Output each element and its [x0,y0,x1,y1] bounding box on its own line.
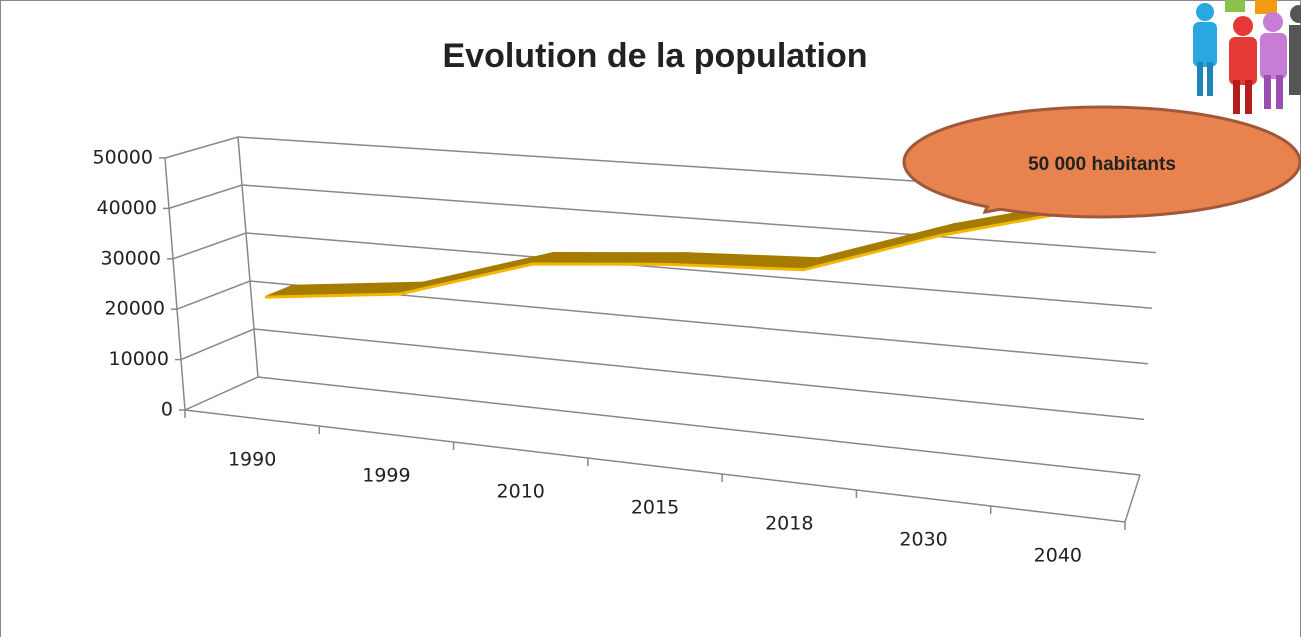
callout: 50 000 habitants [904,107,1300,217]
y-tick-label: 30000 [101,247,161,269]
x-tick-label: 1990 [228,449,276,471]
chart: Evolution de la population 0 10000 20000 30… [0,0,1301,637]
frame [1,1,1301,637]
x-tick-label: 2015 [631,497,679,519]
x-tick-label: 2030 [899,529,947,551]
y-tick-label: 50000 [93,147,153,169]
y-tick-label: 10000 [109,348,169,370]
y-tick-label: 0 [161,399,173,421]
y-tick-label: 20000 [105,298,165,320]
annotation: 50 000 habitants [1028,154,1176,175]
x-tick-label: 1999 [362,465,410,487]
x-tick-label: 2018 [765,513,813,535]
x-tick-label: 2040 [1034,545,1082,567]
y-tick-label: 40000 [97,197,157,219]
chart-title: Evolution de la population [443,37,868,75]
x-tick-label: 2010 [497,481,545,503]
